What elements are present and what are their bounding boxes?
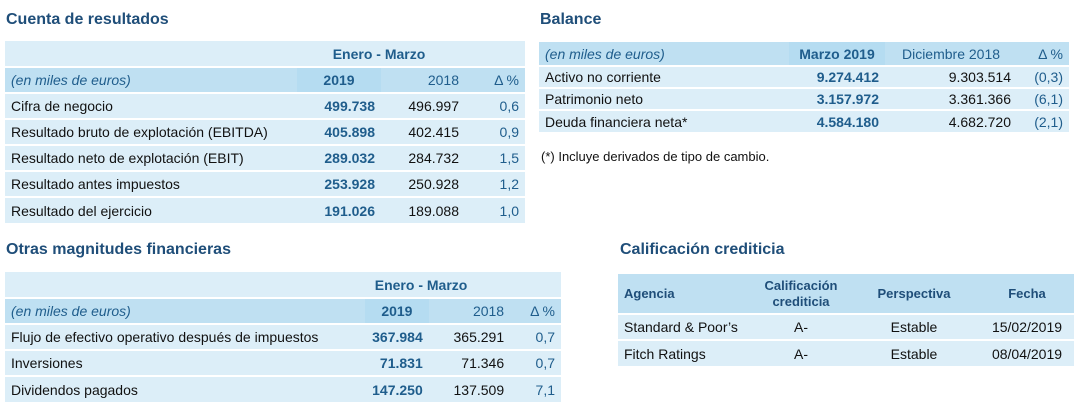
- table-row: Cifra de negocio 499.738 496.997 0,6: [5, 92, 525, 119]
- row-value-2019: 289.032: [297, 144, 381, 171]
- row-value-2019: 367.984: [365, 323, 429, 350]
- otras-title: Otras magnitudes financieras: [6, 241, 231, 258]
- row-value-2018: 137.509: [428, 375, 511, 402]
- row-value-2018: 496.997: [381, 92, 465, 119]
- row-fecha: 15/02/2019: [976, 313, 1074, 340]
- otras-period: Enero - Marzo: [374, 276, 468, 293]
- table-row: Activo no corriente 9.274.412 9.303.514 …: [539, 65, 1069, 88]
- row-calificacion: A-: [750, 339, 852, 366]
- otras-col-2019: 2019: [365, 297, 429, 324]
- row-calificacion: A-: [750, 313, 852, 340]
- col-calificacion: Calificación crediticia: [750, 274, 852, 314]
- cuenta-table: Enero - Marzo (en miles de euros) 2019 2…: [5, 41, 525, 223]
- balance-title: Balance: [540, 11, 602, 28]
- row-value-2019: 499.738: [297, 92, 381, 119]
- row-value-2019: 147.250: [365, 375, 429, 402]
- row-value-2018: 71.346: [428, 349, 511, 376]
- col-calificacion-line2: crediticia: [772, 293, 830, 309]
- row-value-mar: 9.274.412: [789, 65, 885, 88]
- row-value-2018: 189.088: [381, 196, 465, 223]
- row-label: Inversiones: [5, 349, 366, 376]
- row-label: Activo no corriente: [539, 65, 789, 88]
- table-row: Fitch Ratings A- Estable 08/04/2019: [618, 339, 1074, 366]
- cuenta-title: Cuenta de resultados: [6, 11, 169, 28]
- row-value-mar: 3.157.972: [789, 87, 885, 110]
- row-label: Dividendos pagados: [5, 375, 366, 402]
- table-row: Inversiones 71.831 71.346 0,7: [5, 349, 561, 376]
- row-value-2019: 405.898: [297, 118, 381, 145]
- calificacion-title: Calificación crediticia: [620, 241, 785, 258]
- row-agencia: Standard & Poor’s: [618, 313, 750, 340]
- row-value-2018: 365.291: [428, 323, 511, 350]
- balance-unit: (en miles de euros): [545, 45, 665, 62]
- row-label: Resultado antes impuestos: [5, 170, 297, 197]
- table-row: Patrimonio neto 3.157.972 3.361.366 (6,1…: [539, 87, 1069, 110]
- row-label: Resultado del ejercicio: [5, 196, 297, 223]
- row-label: Patrimonio neto: [539, 87, 789, 110]
- row-label: Resultado neto de explotación (EBIT): [5, 144, 297, 171]
- table-row: Deuda financiera neta* 4.584.180 4.682.7…: [539, 109, 1069, 132]
- otras-col-2018: 2018: [428, 297, 511, 324]
- row-delta: (0,3): [1017, 65, 1069, 88]
- row-perspectiva: Estable: [852, 313, 976, 340]
- balance-table: (en miles de euros) Marzo 2019 Diciembre…: [539, 42, 1069, 132]
- row-delta: 0,7: [510, 323, 561, 350]
- row-value-dic: 9.303.514: [885, 65, 1017, 88]
- table-row: Resultado neto de explotación (EBIT) 289…: [5, 144, 525, 171]
- row-label: Cifra de negocio: [5, 92, 297, 119]
- cuenta-unit: (en miles de euros): [5, 66, 297, 93]
- row-delta: 0,9: [465, 118, 525, 145]
- row-agencia: Fitch Ratings: [618, 339, 750, 366]
- table-row: Resultado antes impuestos 253.928 250.92…: [5, 170, 525, 197]
- row-label: Flujo de efectivo operativo después de i…: [5, 323, 366, 350]
- balance-col-delta: Δ %: [1038, 45, 1063, 62]
- row-value-dic: 4.682.720: [885, 109, 1017, 132]
- cuenta-col-2019: 2019: [297, 66, 381, 93]
- col-agencia: Agencia: [624, 285, 675, 301]
- otras-col-delta: Δ %: [510, 297, 561, 324]
- row-perspectiva: Estable: [852, 339, 976, 366]
- row-delta: (2,1): [1017, 109, 1069, 132]
- row-delta: 0,6: [465, 92, 525, 119]
- row-label: Deuda financiera neta*: [539, 109, 789, 132]
- row-delta: 1,5: [465, 144, 525, 171]
- calificacion-table: Agencia Calificación crediticia Perspect…: [618, 274, 1074, 366]
- table-row: Resultado bruto de explotación (EBITDA) …: [5, 118, 525, 145]
- table-row: Standard & Poor’s A- Estable 15/02/2019: [618, 313, 1074, 340]
- row-delta: 0,7: [510, 349, 561, 376]
- table-row: Flujo de efectivo operativo después de i…: [5, 323, 561, 350]
- row-value-2018: 284.732: [381, 144, 465, 171]
- row-delta: (6,1): [1017, 87, 1069, 110]
- cuenta-col-2018: 2018: [381, 66, 465, 93]
- row-delta: 1,2: [465, 170, 525, 197]
- row-value-dic: 3.361.366: [885, 87, 1017, 110]
- row-value-2019: 191.026: [297, 196, 381, 223]
- col-perspectiva: Perspectiva: [877, 285, 951, 301]
- table-row: Resultado del ejercicio 191.026 189.088 …: [5, 196, 525, 223]
- table-row: Dividendos pagados 147.250 137.509 7,1: [5, 375, 561, 402]
- row-delta: 1,0: [465, 196, 525, 223]
- row-fecha: 08/04/2019: [976, 339, 1074, 366]
- otras-table: Enero - Marzo (en miles de euros) 2019 2…: [5, 272, 561, 402]
- row-value-2019: 253.928: [297, 170, 381, 197]
- cuenta-col-delta: Δ %: [465, 66, 525, 93]
- row-value-2018: 402.415: [381, 118, 465, 145]
- col-calificacion-line1: Calificación: [764, 277, 838, 293]
- cuenta-period: Enero - Marzo: [332, 45, 426, 62]
- col-fecha: Fecha: [1008, 285, 1046, 301]
- row-value-mar: 4.584.180: [789, 109, 885, 132]
- row-value-2018: 250.928: [381, 170, 465, 197]
- balance-col-dic: Diciembre 2018: [901, 45, 1001, 62]
- row-delta: 7,1: [510, 375, 561, 402]
- row-label: Resultado bruto de explotación (EBITDA): [5, 118, 297, 145]
- row-value-2019: 71.831: [365, 349, 429, 376]
- otras-unit: (en miles de euros): [5, 297, 366, 324]
- balance-footnote: (*) Incluye derivados de tipo de cambio.: [541, 149, 770, 164]
- balance-col-mar: Marzo 2019: [789, 42, 885, 66]
